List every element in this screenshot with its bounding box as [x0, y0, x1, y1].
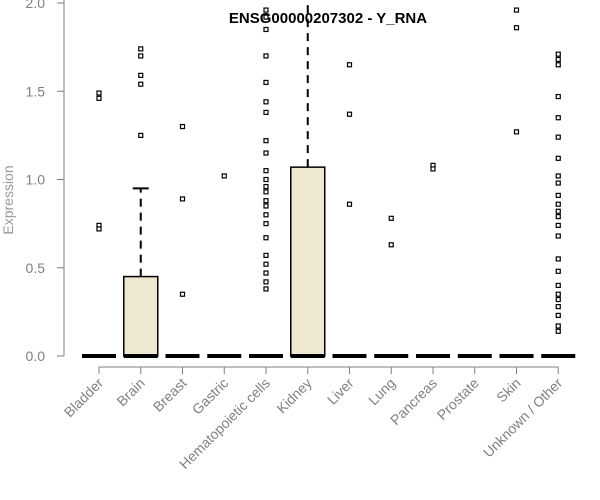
outlier-point	[555, 134, 561, 140]
outlier-point	[263, 176, 269, 183]
outlier-point	[555, 115, 561, 121]
x-tick-label: Liver	[324, 375, 357, 408]
outlier-point	[263, 138, 269, 144]
outlier-point	[555, 51, 561, 57]
outlier-point	[346, 62, 353, 68]
box-iqr	[123, 275, 159, 357]
outlier-point	[263, 183, 269, 190]
x-tick-label: Kidney	[273, 375, 315, 417]
outlier-point	[555, 201, 561, 207]
outlier-point	[555, 282, 561, 288]
outlier-point	[138, 132, 144, 138]
outlier-point	[96, 226, 102, 232]
outlier-point	[555, 323, 561, 329]
chart-title: ENSG00000207302 - Y_RNA	[229, 10, 427, 27]
outlier-point	[346, 111, 353, 117]
outlier-point	[263, 14, 269, 20]
outlier-point	[221, 173, 227, 179]
outlier-point	[263, 109, 269, 116]
outlier-point	[263, 252, 269, 258]
x-tick-label: Brain	[113, 375, 147, 409]
outlier-point	[555, 62, 561, 68]
outlier-point	[263, 279, 269, 285]
outlier-point	[263, 53, 269, 59]
outlier-point	[96, 95, 102, 101]
outlier-point	[138, 81, 144, 87]
outlier-point	[388, 215, 394, 221]
outlier-point	[263, 150, 269, 156]
outlier-point	[555, 222, 561, 228]
outlier-point	[555, 233, 561, 239]
outlier-point	[263, 270, 269, 276]
outlier-point	[555, 155, 561, 161]
box-kidney	[290, 0, 326, 358]
outlier-point	[263, 212, 269, 218]
outlier-point	[263, 168, 269, 174]
outlier-point	[263, 189, 269, 195]
y-tick-label: 2.0	[26, 0, 46, 11]
x-tick-label: Skin	[493, 375, 524, 406]
outlier-point	[555, 256, 561, 262]
outlier-point	[179, 196, 186, 202]
outlier-point	[555, 180, 561, 186]
outlier-point	[179, 291, 186, 297]
x-tick-label: Lung	[365, 375, 398, 408]
outlier-point	[555, 93, 561, 100]
y-tick-label: 0.5	[26, 260, 46, 276]
x-tick-label: Unknown / Other	[480, 375, 566, 461]
outlier-point	[263, 79, 269, 86]
outlier-point	[263, 203, 269, 209]
outlier-point	[513, 7, 520, 13]
y-tick-label: 0.0	[26, 348, 46, 364]
outlier-point	[263, 261, 269, 267]
outlier-point	[513, 129, 520, 135]
outlier-point	[263, 221, 269, 227]
outlier-point	[263, 286, 269, 292]
outlier-point	[263, 26, 269, 33]
y-tick-label: 1.5	[26, 83, 46, 99]
outlier-point	[555, 173, 561, 179]
outlier-point	[138, 46, 144, 52]
y-tick-label: 1.0	[26, 172, 46, 188]
x-tick-label: Bladder	[61, 375, 107, 421]
y-axis-label: Expression	[0, 165, 16, 234]
outlier-point	[555, 268, 561, 274]
outlier-point	[555, 213, 561, 220]
box-iqr	[290, 166, 326, 357]
outlier-point	[555, 192, 561, 198]
outlier-point	[430, 166, 436, 172]
outlier-point	[263, 198, 269, 204]
boxes	[82, 0, 576, 358]
outlier-point	[346, 201, 353, 207]
outlier-point	[388, 242, 394, 248]
outlier-point	[179, 123, 186, 130]
outlier-point	[555, 312, 561, 319]
outlier-point	[555, 291, 561, 297]
outlier-point	[555, 328, 561, 334]
outlier-point	[555, 303, 561, 310]
outlier-point	[555, 56, 561, 63]
outlier-point	[555, 208, 561, 214]
y-axis: 0.00.51.01.52.02.53.03.5	[26, 0, 65, 364]
x-tick-label: Prostate	[434, 375, 482, 423]
outlier-point	[138, 72, 144, 78]
x-tick-label: Breast	[150, 375, 190, 415]
outlier-point	[263, 99, 269, 105]
outlier-point	[263, 7, 269, 13]
outlier-points	[96, 7, 561, 334]
outlier-point	[555, 296, 561, 303]
outlier-point	[96, 90, 102, 96]
outlier-point	[513, 25, 520, 31]
outlier-point	[138, 53, 144, 59]
outlier-point	[263, 235, 269, 241]
box-brain	[123, 187, 159, 358]
